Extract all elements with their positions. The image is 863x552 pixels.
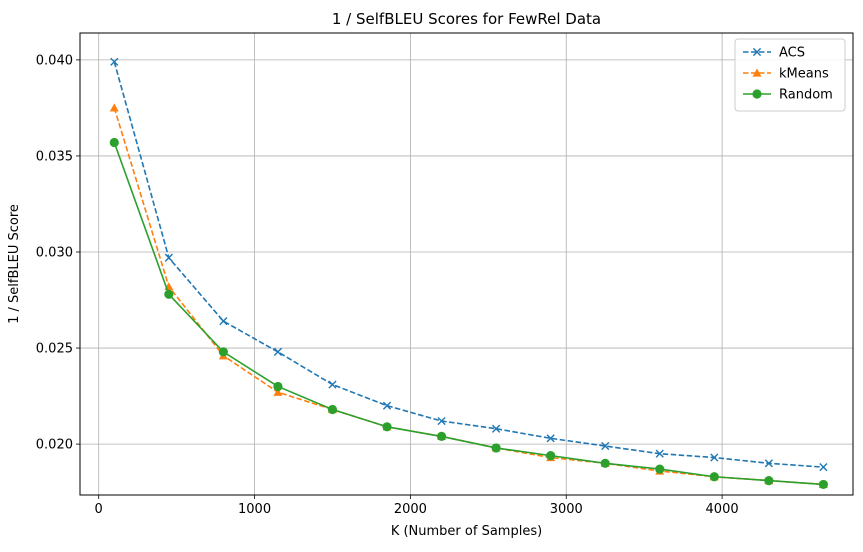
plot-frame (79, 32, 854, 496)
data-point (491, 443, 501, 453)
data-point (818, 479, 828, 490)
data-point (710, 453, 719, 462)
data-point (382, 422, 392, 432)
grid-lines (80, 33, 853, 495)
marker-stroke (601, 441, 610, 451)
data-point (709, 472, 719, 482)
marker-stroke (492, 424, 501, 433)
x-tick-label: 2000 (394, 502, 427, 517)
marker-stroke (710, 453, 719, 462)
x-axis-ticks: 0 1000 2000 3000 4000 (95, 495, 739, 517)
x-tick-label: 3000 (550, 502, 583, 517)
x-axis-title: K (Number of Samples) (391, 524, 542, 539)
marker-stroke (382, 401, 392, 410)
legend-marker (752, 47, 762, 57)
data-point (218, 347, 228, 357)
data-point (219, 317, 228, 326)
data-point (764, 475, 774, 486)
data-point (164, 289, 174, 299)
y-tick-label: 0.020 (36, 438, 73, 453)
series-random (109, 137, 828, 490)
data-point (273, 387, 283, 396)
series-line (113, 142, 824, 486)
series-line (113, 61, 824, 468)
data-point (600, 458, 610, 468)
data-point (110, 57, 119, 66)
legend-label: kMeans (779, 67, 829, 82)
data-point (655, 464, 665, 474)
legend-marker (752, 89, 762, 99)
legend-marker (752, 68, 762, 77)
data-point (109, 137, 119, 148)
plot-area (80, 33, 853, 495)
x-tick-label: 4000 (706, 502, 739, 517)
data-point (601, 441, 610, 451)
marker-stroke (764, 459, 773, 468)
data-point (327, 404, 338, 415)
data-point (655, 449, 664, 458)
data-point (109, 103, 119, 112)
y-tick-label: 0.025 (36, 342, 73, 357)
chart-title: 1 / SelfBLEU Scores for FewRel Data (332, 10, 601, 28)
legend-item: ACS (743, 46, 805, 61)
x-tick-label: 0 (95, 502, 103, 517)
data-point (437, 416, 446, 426)
data-point (164, 253, 173, 262)
data-point (764, 459, 773, 468)
y-tick-label: 0.040 (36, 53, 73, 68)
marker-stroke (219, 317, 228, 326)
marker-stroke (164, 253, 173, 262)
data-point (546, 434, 555, 443)
data-point (382, 401, 392, 410)
legend-label: ACS (779, 46, 805, 61)
data-point (328, 380, 337, 389)
x-tick-label: 1000 (238, 502, 271, 517)
legend-item: kMeans (743, 67, 829, 82)
data-point (273, 381, 283, 392)
data-point (436, 431, 447, 442)
legend-label: Random (779, 88, 833, 103)
series-layer (109, 57, 828, 490)
data-point (273, 347, 283, 356)
marker-stroke (110, 57, 119, 66)
y-tick-label: 0.035 (36, 149, 73, 164)
marker-stroke (655, 449, 664, 458)
marker-stroke (546, 434, 555, 443)
data-point (546, 451, 556, 461)
legend-box (734, 38, 846, 112)
marker-stroke (752, 47, 762, 57)
marker-stroke (273, 347, 283, 356)
series-acs (110, 57, 828, 472)
legend: ACS kMeans Random (734, 38, 846, 112)
marker-stroke (328, 380, 337, 389)
y-tick-label: 0.030 (36, 245, 73, 260)
marker-stroke (819, 463, 828, 472)
y-axis-title: 1 / SelfBLEU Score (7, 204, 22, 324)
marker-stroke (437, 416, 446, 426)
legend-item: Random (743, 88, 833, 103)
data-point (492, 424, 501, 433)
data-point (819, 463, 828, 472)
y-axis-ticks: 0.020 0.025 0.030 0.035 0.040 (36, 53, 80, 453)
